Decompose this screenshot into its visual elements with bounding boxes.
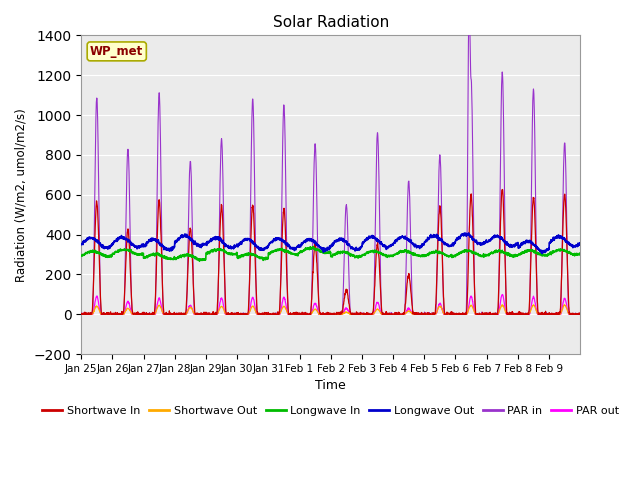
X-axis label: Time: Time: [316, 379, 346, 392]
Y-axis label: Radiation (W/m2, umol/m2/s): Radiation (W/m2, umol/m2/s): [15, 108, 28, 282]
Title: Solar Radiation: Solar Radiation: [273, 15, 389, 30]
Text: WP_met: WP_met: [90, 45, 143, 58]
Legend: Shortwave In, Shortwave Out, Longwave In, Longwave Out, PAR in, PAR out: Shortwave In, Shortwave Out, Longwave In…: [38, 401, 623, 420]
